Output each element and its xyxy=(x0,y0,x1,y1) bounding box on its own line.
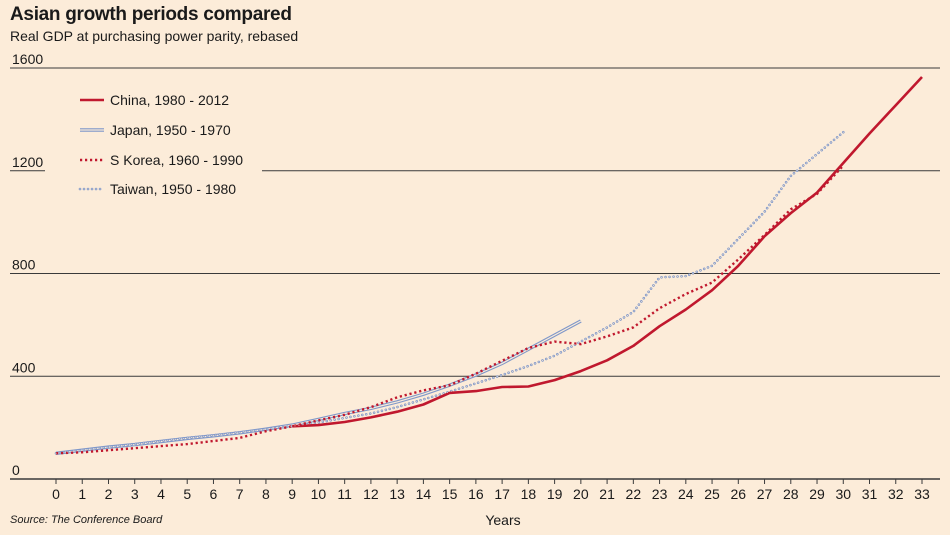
x-tick-label: 33 xyxy=(914,486,930,502)
x-tick-label: 22 xyxy=(626,486,642,502)
y-axis: 0 400 800 1200 1600 xyxy=(12,51,43,478)
x-tick-label: 32 xyxy=(888,486,904,502)
x-tick-label: 23 xyxy=(652,486,668,502)
x-tick-label: 28 xyxy=(783,486,799,502)
legend-item: S Korea, 1960 - 1990 xyxy=(80,152,243,168)
x-tick-label: 17 xyxy=(494,486,510,502)
x-tick-label: 27 xyxy=(757,486,773,502)
x-axis-label: Years xyxy=(485,512,520,528)
x-tick-label: 14 xyxy=(416,486,432,502)
chart-subtitle: Real GDP at purchasing power parity, reb… xyxy=(10,28,299,44)
x-tick-label: 20 xyxy=(573,486,589,502)
x-tick-label: 7 xyxy=(236,486,244,502)
x-tick-label: 18 xyxy=(521,486,537,502)
y-tick-label: 400 xyxy=(12,359,36,375)
x-tick-label: 15 xyxy=(442,486,458,502)
x-tick-label: 8 xyxy=(262,486,270,502)
legend-label: Taiwan, 1950 - 1980 xyxy=(110,181,236,197)
x-tick-label: 31 xyxy=(862,486,878,502)
x-tick-label: 10 xyxy=(311,486,327,502)
series-line-s-korea xyxy=(55,164,845,455)
x-tick-label: 2 xyxy=(105,486,113,502)
x-tick-label: 25 xyxy=(704,486,720,502)
x-tick-label: 12 xyxy=(363,486,379,502)
legend: China, 1980 - 2012 Japan, 1950 - 1970 S Ko… xyxy=(78,92,243,197)
x-tick-label: 29 xyxy=(809,486,825,502)
x-axis: 0 1 2 3 4 5 6 7 8 9 10 11 12 13 14 15 16 17 18 19 20 21 22 23 24… xyxy=(52,479,930,502)
y-tick-label: 1200 xyxy=(12,154,43,170)
legend-item: China, 1980 - 2012 xyxy=(80,92,229,108)
chart-title: Asian growth periods compared xyxy=(10,4,292,25)
x-tick-label: 6 xyxy=(210,486,218,502)
x-tick-label: 11 xyxy=(337,486,352,502)
y-tick-label: 800 xyxy=(12,257,36,273)
x-tick-label: 26 xyxy=(731,486,747,502)
legend-item: Taiwan, 1950 - 1980 xyxy=(78,181,236,197)
x-tick-label: 16 xyxy=(468,486,484,502)
x-tick-label: 0 xyxy=(52,486,60,502)
legend-label: S Korea, 1960 - 1990 xyxy=(110,152,243,168)
series-group xyxy=(54,76,923,455)
x-tick-label: 13 xyxy=(389,486,405,502)
source-note: Source: The Conference Board xyxy=(10,514,163,526)
x-tick-label: 3 xyxy=(131,486,139,502)
y-tick-label: 1600 xyxy=(12,51,43,67)
x-tick-label: 5 xyxy=(183,486,191,502)
x-tick-label: 24 xyxy=(678,486,694,502)
x-tick-label: 9 xyxy=(288,486,296,502)
y-tick-label: 0 xyxy=(12,462,20,478)
x-tick-label: 30 xyxy=(835,486,851,502)
x-tick-label: 1 xyxy=(78,486,86,502)
legend-item: Japan, 1950 - 1970 xyxy=(80,122,231,138)
x-tick-label: 4 xyxy=(157,486,165,502)
series-line-china xyxy=(292,76,923,428)
series-line-taiwan-inner xyxy=(55,131,844,454)
legend-label: Japan, 1950 - 1970 xyxy=(110,122,231,138)
x-tick-label: 19 xyxy=(547,486,563,502)
legend-label: China, 1980 - 2012 xyxy=(110,92,229,108)
x-tick-label: 21 xyxy=(599,486,615,502)
